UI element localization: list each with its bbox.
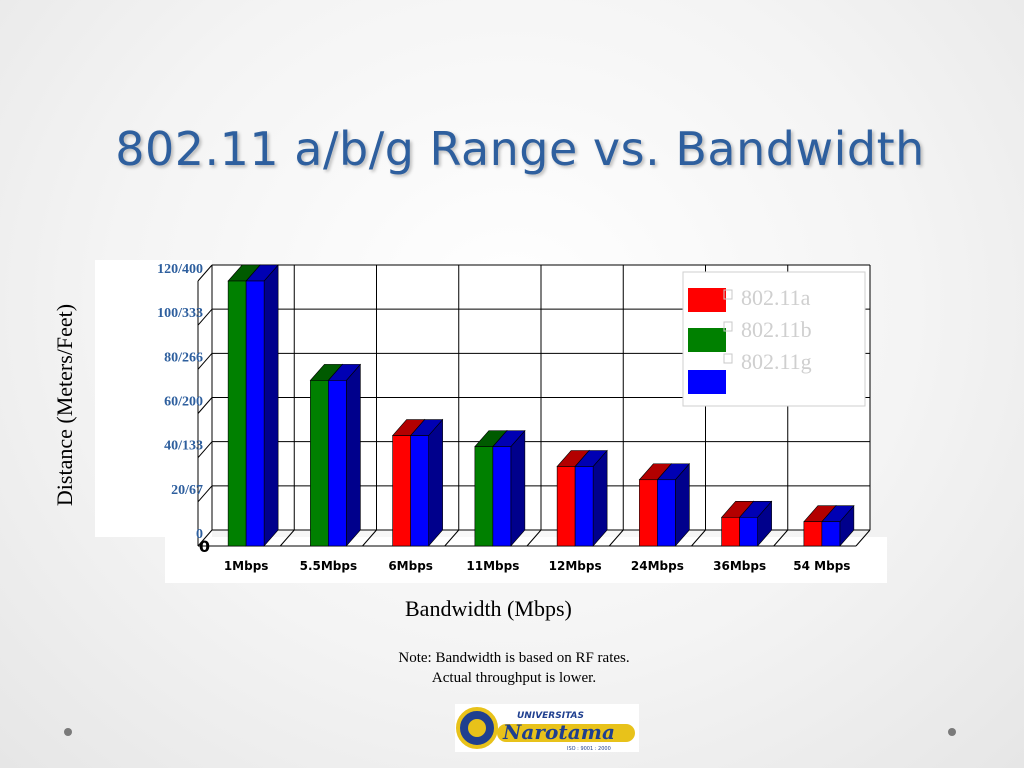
gridline-wall	[197, 441, 213, 458]
bar	[821, 521, 841, 547]
bar-side	[346, 363, 361, 547]
floor-line	[526, 529, 542, 547]
gridline-wall	[197, 353, 213, 370]
floor-line	[773, 529, 789, 547]
bar-side	[510, 429, 526, 547]
x-tick-label: 54 Mbps	[793, 559, 850, 573]
bar	[556, 466, 576, 547]
bar-side	[592, 449, 608, 547]
footnote-line-2: Actual throughput is lower.	[431, 670, 597, 686]
svg-text:Narotama: Narotama	[502, 720, 615, 744]
bar	[574, 466, 594, 547]
x-tick-label: 1Mbps	[224, 559, 269, 573]
floor-line	[444, 529, 460, 547]
bar	[410, 435, 429, 547]
legend-checkbox	[723, 353, 733, 364]
bar	[474, 446, 494, 547]
x-tick-label: 36Mbps	[713, 559, 766, 573]
legend-checkbox	[723, 321, 733, 332]
floor-line	[279, 529, 295, 547]
x-tick-label: 11Mbps	[466, 559, 519, 573]
legend-swatch	[688, 288, 726, 312]
legend-swatch	[688, 370, 726, 394]
axis-zero-label: 0	[199, 537, 210, 556]
floor-line	[362, 529, 377, 547]
bar-side	[263, 264, 279, 547]
bar	[328, 380, 347, 547]
bar	[657, 479, 676, 547]
y-tick-label: 100/333	[157, 306, 203, 321]
bar	[739, 516, 758, 547]
y-label-panel	[95, 260, 212, 537]
nav-dot-right	[948, 728, 956, 736]
bar	[245, 280, 265, 547]
bar	[227, 280, 247, 547]
y-tick-label: 60/200	[164, 395, 203, 410]
bar-side	[428, 418, 443, 547]
gridline-wall	[197, 397, 213, 414]
university-logo: UNIVERSITAS Narotama ISO : 9001 : 2000	[455, 704, 639, 752]
bar	[492, 446, 512, 547]
y-tick-label: 120/400	[157, 262, 203, 277]
bar	[803, 521, 823, 547]
y-tick-label: 80/266	[164, 350, 203, 365]
slide-title: 802.11 a/b/g Range vs. Bandwidth	[115, 122, 925, 176]
x-tick-label: 6Mbps	[388, 559, 433, 573]
gridline-wall	[197, 485, 213, 503]
x-tick-label: 24Mbps	[631, 559, 684, 573]
legend-label: 802.11g	[741, 349, 812, 374]
svg-text:ISO : 9001 : 2000: ISO : 9001 : 2000	[567, 746, 611, 752]
floor-line	[855, 529, 871, 547]
svg-text:UNIVERSITAS: UNIVERSITAS	[517, 711, 584, 721]
legend-label: 802.11a	[741, 285, 811, 310]
footnote: Note: Bandwidth is based on RF rates. Ac…	[0, 648, 1024, 688]
bar	[310, 380, 329, 547]
y-tick-label: 40/133	[164, 439, 203, 454]
x-tick-label: 12Mbps	[549, 559, 602, 573]
y-tick-label: 20/67	[171, 483, 203, 498]
bar	[721, 516, 740, 547]
x-axis-title: Bandwidth (Mbps)	[405, 596, 572, 621]
y-tick-label: 0	[196, 527, 203, 542]
legend-label: 802.11b	[741, 317, 812, 342]
bar	[639, 479, 658, 547]
legend-swatch	[688, 328, 726, 352]
bar	[392, 435, 411, 547]
x-tick-label: 5.5Mbps	[300, 559, 358, 573]
legend-checkbox	[723, 289, 733, 300]
gridline-wall	[197, 264, 213, 282]
nav-dot-left	[64, 728, 72, 736]
gridline-wall	[197, 308, 213, 326]
floor-line	[197, 529, 213, 547]
floor-line	[608, 529, 624, 547]
x-label-panel	[165, 537, 887, 583]
footnote-line-1: Note: Bandwidth is based on RF rates.	[398, 650, 630, 666]
floor-line	[691, 529, 706, 547]
